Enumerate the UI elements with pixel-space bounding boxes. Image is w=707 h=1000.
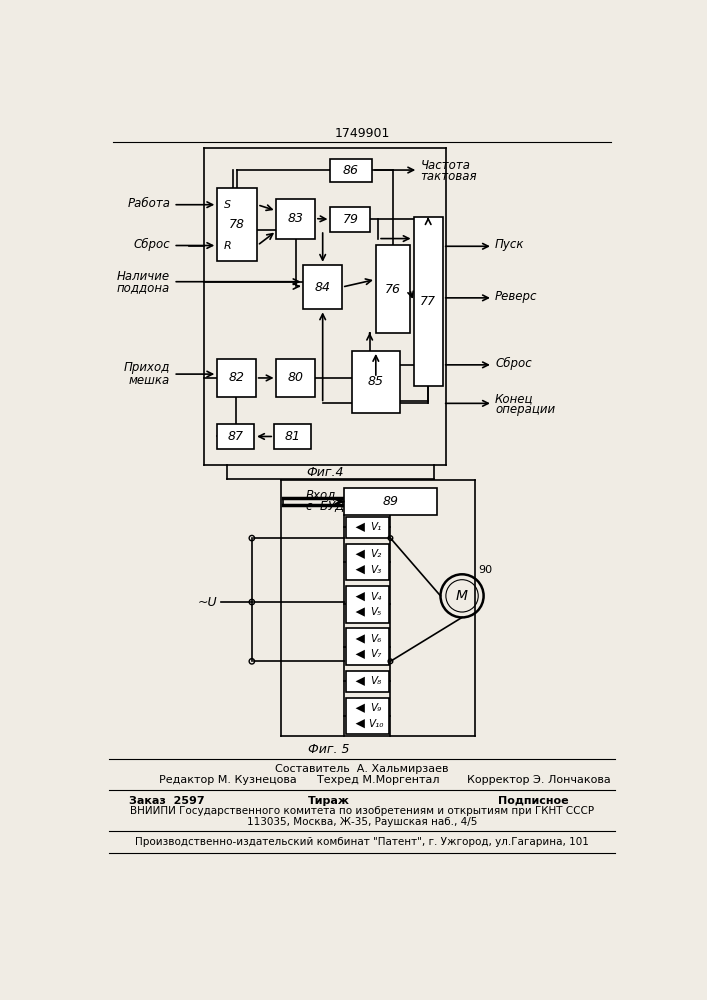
Text: V₉: V₉ [370, 703, 382, 713]
Text: Наличие: Наличие [117, 270, 170, 283]
Text: 89: 89 [382, 495, 399, 508]
Text: Сброс: Сброс [495, 357, 532, 370]
Bar [329, 158, 372, 182]
Bar [346, 586, 389, 623]
Text: Фиг. 5: Фиг. 5 [308, 743, 349, 756]
Polygon shape [356, 650, 365, 659]
Bar [346, 698, 389, 734]
Text: ~U: ~U [197, 596, 217, 609]
Text: V₈: V₈ [370, 676, 382, 686]
Text: 87: 87 [228, 430, 244, 443]
Text: V₅: V₅ [370, 607, 382, 617]
Text: Сброс: Сброс [134, 237, 170, 251]
Text: R: R [223, 241, 231, 251]
Text: 90: 90 [478, 565, 492, 575]
Text: с  БУД: с БУД [305, 500, 344, 513]
Text: 86: 86 [343, 164, 358, 177]
Text: тактовая: тактовая [421, 170, 477, 183]
Polygon shape [356, 719, 365, 728]
Polygon shape [356, 634, 365, 644]
Polygon shape [356, 607, 365, 617]
Text: V₁₀: V₁₀ [368, 719, 383, 729]
Polygon shape [356, 592, 365, 601]
Text: Конец: Конец [495, 392, 534, 405]
Text: ВНИИПИ Государственного комитета по изобретениям и открытиям при ГКНТ СССР: ВНИИПИ Государственного комитета по изоб… [130, 806, 594, 816]
Bar [276, 199, 315, 239]
Text: 113035, Москва, Ж-35, Раушская наб., 4/5: 113035, Москва, Ж-35, Раушская наб., 4/5 [247, 817, 477, 827]
Bar [414, 217, 443, 386]
Bar [346, 671, 389, 692]
Text: операции: операции [495, 403, 555, 416]
Text: Реверс: Реверс [495, 290, 537, 303]
Text: Вход: Вход [305, 488, 336, 501]
Text: 82: 82 [228, 371, 245, 384]
Text: 78: 78 [229, 218, 245, 231]
Polygon shape [356, 565, 365, 574]
Bar [346, 544, 389, 580]
Bar [303, 265, 342, 309]
Text: 79: 79 [342, 213, 358, 226]
Bar [376, 245, 409, 333]
Text: 81: 81 [285, 430, 300, 443]
Bar [346, 517, 389, 538]
Text: V₆: V₆ [370, 634, 382, 644]
Bar [217, 359, 256, 397]
Bar [217, 188, 257, 261]
Text: Пуск: Пуск [495, 238, 525, 251]
Text: Приход: Приход [124, 361, 170, 374]
Bar [344, 488, 437, 515]
Bar [352, 351, 399, 413]
Text: Техред М.Моргентал: Техред М.Моргентал [317, 775, 440, 785]
Text: Частота: Частота [421, 159, 470, 172]
Polygon shape [356, 677, 365, 686]
Polygon shape [356, 704, 365, 713]
Text: 77: 77 [420, 295, 436, 308]
Polygon shape [356, 550, 365, 559]
Text: V₇: V₇ [370, 649, 382, 659]
Text: 84: 84 [315, 281, 331, 294]
Text: V₂: V₂ [370, 549, 382, 559]
Polygon shape [356, 523, 365, 532]
Text: Заказ  2597: Заказ 2597 [129, 796, 204, 806]
Bar [330, 207, 370, 232]
Text: S: S [223, 200, 230, 210]
Text: Фиг.4: Фиг.4 [306, 466, 344, 479]
Text: 80: 80 [288, 371, 304, 384]
Text: V₄: V₄ [370, 592, 382, 602]
Text: Производственно-издательский комбинат "Патент", г. Ужгород, ул.Гагарина, 101: Производственно-издательский комбинат "П… [135, 837, 589, 847]
Text: 83: 83 [288, 212, 304, 225]
Text: мешка: мешка [129, 374, 170, 387]
Text: 1749901: 1749901 [334, 127, 390, 140]
Bar [346, 628, 389, 665]
Text: 85: 85 [368, 375, 384, 388]
Text: Тираж: Тираж [308, 796, 350, 806]
Text: М: М [456, 589, 468, 603]
Text: 76: 76 [385, 283, 401, 296]
Text: Корректор Э. Лончакова: Корректор Э. Лончакова [467, 775, 611, 785]
Text: V₃: V₃ [370, 565, 382, 575]
Bar [274, 424, 311, 449]
Text: поддона: поддона [117, 281, 170, 294]
Text: Редактор М. Кузнецова: Редактор М. Кузнецова [160, 775, 297, 785]
Bar [217, 424, 254, 449]
Text: Работа: Работа [127, 197, 170, 210]
Text: V₁: V₁ [370, 522, 382, 532]
Text: Подписное: Подписное [498, 796, 569, 806]
Text: Составитель  А. Хальмирзаев: Составитель А. Хальмирзаев [275, 764, 449, 774]
Bar [276, 359, 315, 397]
